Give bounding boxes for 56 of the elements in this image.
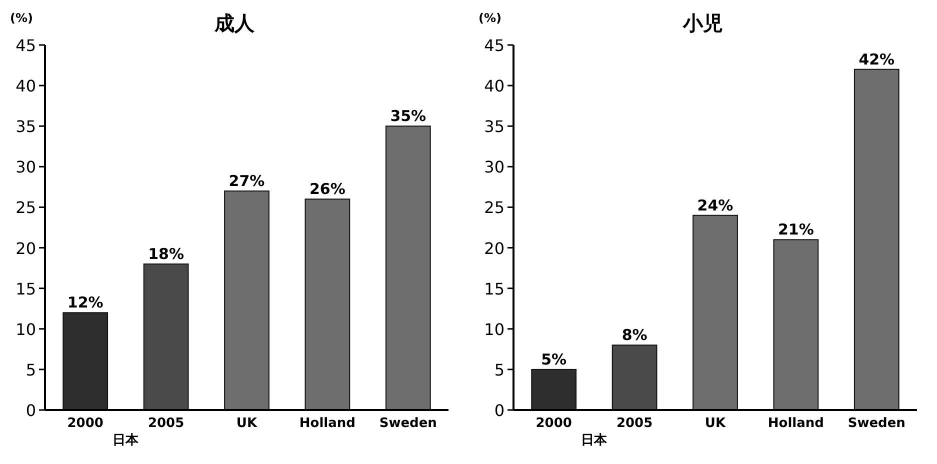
y-tick-label: 40 <box>16 76 36 96</box>
x-tick-label: Holland <box>768 416 824 431</box>
data-label: 42% <box>858 50 895 68</box>
bar <box>612 344 658 410</box>
data-label: 8% <box>622 326 648 344</box>
bar <box>692 214 738 410</box>
data-label: 24% <box>697 196 734 214</box>
data-label: 5% <box>541 350 567 368</box>
data-label: 26% <box>309 180 346 198</box>
y-tick-label: 25 <box>16 198 36 218</box>
y-tick-label: 10 <box>16 320 36 339</box>
y-tick-label: 30 <box>16 158 36 177</box>
x-tick-label: UK <box>704 416 726 431</box>
y-axis-title: (%) <box>10 11 33 25</box>
bar <box>531 368 577 410</box>
bar <box>304 198 350 410</box>
data-label: 27% <box>228 172 265 190</box>
y-tick-label: 5 <box>26 360 36 380</box>
y-tick-label: 25 <box>484 198 504 218</box>
data-label: 35% <box>390 107 426 126</box>
y-tick-label: 20 <box>484 238 504 258</box>
text: 日本 <box>581 433 608 448</box>
y-tick-label: 10 <box>484 320 504 339</box>
y-tick-label: 0 <box>494 401 504 420</box>
data-label: 21% <box>778 220 814 239</box>
y-tick-label: 40 <box>484 76 504 96</box>
y-tick-label: 45 <box>484 36 504 55</box>
chart-title: 小児 <box>682 11 723 35</box>
y-tick-label: 35 <box>484 117 504 136</box>
x-tick-label: UK <box>236 416 258 431</box>
x-tick-label: Sweden <box>848 416 906 431</box>
x-tick-label: Sweden <box>379 416 437 431</box>
bar <box>854 68 900 410</box>
x-tick-label: 2000 <box>67 416 104 431</box>
bar <box>143 264 189 410</box>
y-tick-label: 15 <box>484 279 504 298</box>
bar <box>385 126 431 410</box>
y-tick-label: 45 <box>16 36 36 55</box>
y-tick-label: 30 <box>484 158 504 177</box>
x-tick-label: 2000 <box>536 416 572 431</box>
y-tick-label: 35 <box>16 117 36 136</box>
text: 日本 <box>112 433 140 448</box>
x-tick-label: Holland <box>299 416 356 431</box>
chart-title: 成人 <box>213 11 256 35</box>
bar <box>62 312 108 410</box>
y-axis-title: (%) <box>478 11 502 25</box>
y-tick-label: 15 <box>16 279 36 298</box>
bar <box>224 190 270 410</box>
x-tick-label: 2005 <box>616 416 653 431</box>
y-tick-label: 0 <box>26 401 36 420</box>
data-label: 18% <box>148 245 184 263</box>
y-tick-label: 20 <box>16 238 36 258</box>
bar <box>773 239 819 410</box>
x-tick-label: 2005 <box>148 416 184 431</box>
data-label: 12% <box>67 294 104 312</box>
y-tick-label: 5 <box>494 360 504 380</box>
